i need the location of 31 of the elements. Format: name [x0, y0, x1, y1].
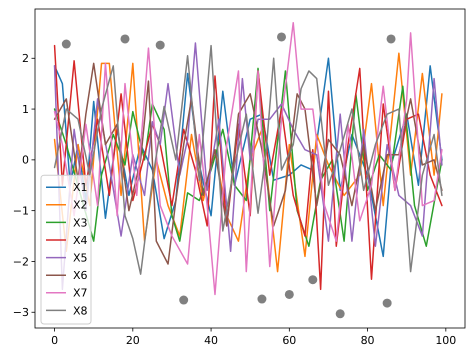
point — [257, 294, 266, 304]
legend-label: X8 — [73, 304, 88, 318]
y-tick-label: −3 — [12, 306, 29, 320]
legend-label: X6 — [73, 269, 88, 282]
legend-label: X4 — [73, 234, 88, 247]
x-tick-label: 0 — [51, 334, 58, 347]
legend-label: X3 — [73, 216, 88, 230]
point — [179, 296, 188, 305]
point — [386, 34, 396, 44]
point — [382, 298, 392, 308]
x-tick-label: 20 — [126, 334, 140, 347]
point — [308, 275, 318, 284]
y-tick-label: −2 — [12, 255, 29, 268]
legend-label: X5 — [73, 251, 88, 264]
y-tick-label: −1 — [12, 204, 29, 218]
point — [120, 34, 130, 44]
point — [156, 40, 165, 50]
legend-label: X2 — [73, 198, 88, 212]
x-tick-label: 40 — [204, 334, 218, 347]
point — [336, 309, 345, 318]
y-tick-label: 2 — [22, 52, 29, 66]
x-tick-label: 100 — [435, 334, 456, 347]
legend-label: X7 — [73, 286, 88, 300]
y-tick-label: 1 — [22, 102, 29, 116]
point — [284, 290, 294, 299]
x-tick-label: 80 — [360, 334, 375, 347]
legend-label: X1 — [73, 181, 88, 194]
y-tick-label: 0 — [22, 154, 29, 167]
x-tick-label: 60 — [282, 334, 296, 347]
point — [62, 40, 71, 49]
point — [276, 32, 286, 42]
